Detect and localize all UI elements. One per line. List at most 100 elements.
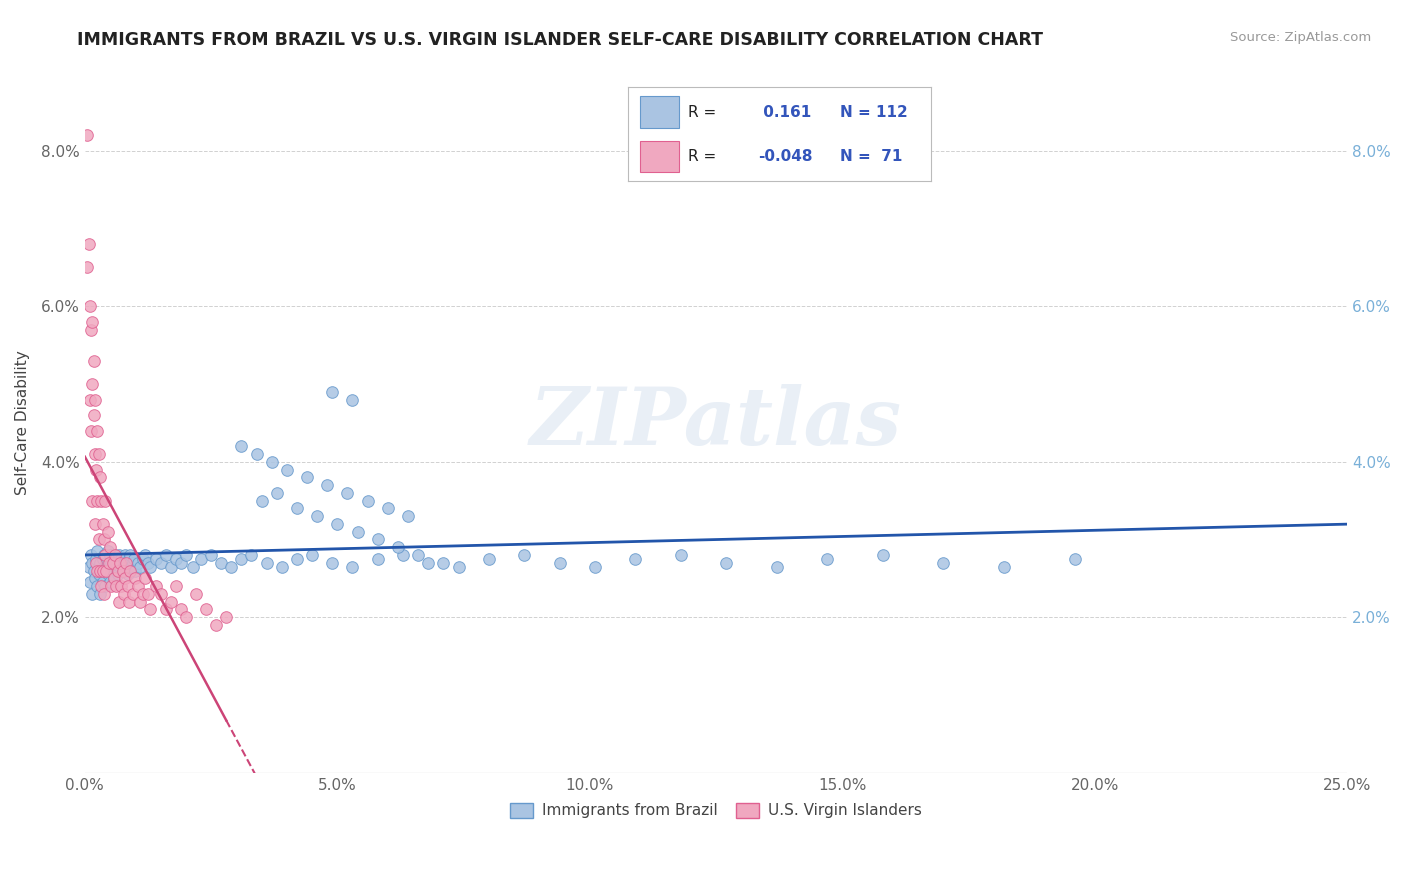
Point [387,541,409,555]
Point [82,315,104,329]
Point [80,322,103,336]
Point [714,556,737,570]
Point [83,353,105,368]
Point [346,524,368,539]
Point [111,564,134,578]
Point [79,392,101,407]
Point [132,552,155,566]
Point [245,447,267,461]
Point [256,556,278,570]
Point [115,559,138,574]
Point [336,486,359,500]
Point [285,501,308,516]
Point [872,548,894,562]
Point [307,509,329,524]
Point [583,559,606,574]
Point [87,567,110,582]
Point [250,493,273,508]
Point [145,579,167,593]
Point [86,579,108,593]
Point [86,544,108,558]
Point [82,587,104,601]
Point [108,556,131,570]
Point [200,548,222,562]
Point [183,559,205,574]
Y-axis label: Self-Care Disability: Self-Care Disability [15,351,30,495]
Point [115,556,138,570]
Point [117,579,139,593]
Point [134,571,156,585]
Point [270,559,292,574]
Point [342,559,364,574]
Point [117,567,139,582]
Point [215,610,238,624]
Point [90,493,112,508]
Point [80,548,103,562]
Point [121,556,143,570]
Point [100,579,122,593]
Point [132,587,155,601]
Text: ZIPatlas: ZIPatlas [530,384,903,461]
Point [993,559,1015,574]
Point [170,602,193,616]
Point [110,579,132,593]
Point [174,548,197,562]
Point [93,548,115,562]
Point [91,575,114,590]
Point [295,470,318,484]
Point [231,439,253,453]
Point [285,552,308,566]
Point [548,556,571,570]
Point [174,610,197,624]
Point [127,556,149,570]
Point [76,128,98,143]
Point [120,548,142,562]
Point [94,548,117,562]
Point [765,559,787,574]
Point [1063,552,1085,566]
Point [83,408,105,422]
Point [100,556,122,570]
Point [195,602,218,616]
Point [209,556,232,570]
Point [94,564,117,578]
Point [377,501,399,516]
Point [129,559,152,574]
Point [94,559,117,574]
Point [145,552,167,566]
Point [84,556,107,570]
Point [84,462,107,476]
Point [98,575,121,590]
Point [205,618,228,632]
Point [118,552,141,566]
Point [94,493,117,508]
Point [149,556,172,570]
Point [392,548,415,562]
Point [84,516,107,531]
Point [184,587,207,601]
Point [240,548,263,562]
Point [89,564,111,578]
Point [105,579,128,593]
Point [86,424,108,438]
Point [107,564,129,578]
Point [418,556,440,570]
Point [129,595,152,609]
Point [94,579,117,593]
Point [77,559,100,574]
Point [90,564,112,578]
Point [276,462,298,476]
Point [124,571,146,585]
Point [98,541,121,555]
Point [108,595,131,609]
Point [82,376,104,391]
Point [321,384,343,399]
Legend: Immigrants from Brazil, U.S. Virgin Islanders: Immigrants from Brazil, U.S. Virgin Isla… [503,797,928,824]
Point [447,559,470,574]
Point [134,548,156,562]
Point [91,516,114,531]
Point [112,587,135,601]
Point [105,556,128,570]
Point [127,579,149,593]
Point [932,556,955,570]
